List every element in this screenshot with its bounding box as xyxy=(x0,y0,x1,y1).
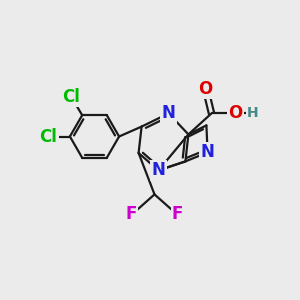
Text: N: N xyxy=(152,161,165,179)
Text: Cl: Cl xyxy=(39,128,57,146)
Text: O: O xyxy=(228,104,243,122)
Text: H: H xyxy=(247,106,258,120)
Text: F: F xyxy=(126,205,137,223)
Text: N: N xyxy=(201,143,214,161)
Text: F: F xyxy=(172,205,183,223)
Text: N: N xyxy=(162,104,176,122)
Text: Cl: Cl xyxy=(62,88,80,106)
Text: O: O xyxy=(198,80,213,98)
